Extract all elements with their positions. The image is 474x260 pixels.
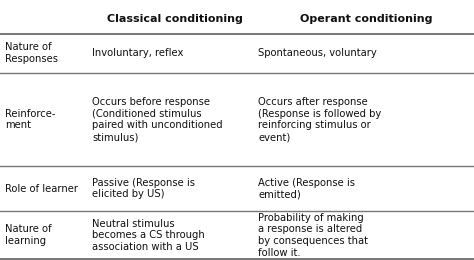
Text: Operant conditioning: Operant conditioning — [300, 14, 432, 24]
Text: Spontaneous, voluntary: Spontaneous, voluntary — [258, 48, 377, 58]
Text: Probability of making
a response is altered
by consequences that
follow it.: Probability of making a response is alte… — [258, 213, 368, 258]
Text: Active (Response is
emitted): Active (Response is emitted) — [258, 178, 356, 199]
Text: Nature of
learning: Nature of learning — [5, 224, 51, 246]
Text: Passive (Response is
elicited by US): Passive (Response is elicited by US) — [92, 178, 195, 199]
Text: Classical conditioning: Classical conditioning — [108, 14, 243, 24]
Text: Reinforce-
ment: Reinforce- ment — [5, 109, 55, 131]
Text: Involuntary, reflex: Involuntary, reflex — [92, 48, 184, 58]
Text: Role of learner: Role of learner — [5, 184, 78, 193]
Text: Neutral stimulus
becomes a CS through
association with a US: Neutral stimulus becomes a CS through as… — [92, 219, 205, 252]
Text: Occurs before response
(Conditioned stimulus
paired with unconditioned
stimulus): Occurs before response (Conditioned stim… — [92, 97, 223, 142]
Text: Nature of
Responses: Nature of Responses — [5, 42, 58, 64]
Text: Occurs after response
(Response is followed by
reinforcing stimulus or
event): Occurs after response (Response is follo… — [258, 97, 382, 142]
